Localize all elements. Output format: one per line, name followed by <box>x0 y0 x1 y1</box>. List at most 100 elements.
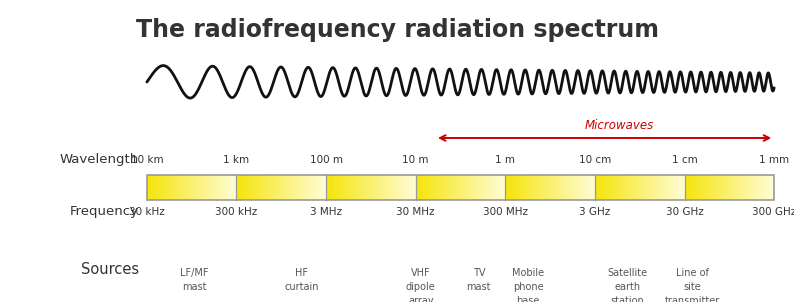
Bar <box>456 175 458 200</box>
Bar <box>689 175 692 200</box>
Bar <box>156 175 158 200</box>
Bar <box>239 175 241 200</box>
Bar <box>480 175 483 200</box>
Bar <box>340 175 342 200</box>
Bar <box>646 175 649 200</box>
Bar <box>693 175 696 200</box>
Bar <box>741 175 743 200</box>
Bar <box>517 175 518 200</box>
Bar <box>671 175 673 200</box>
Bar <box>176 175 179 200</box>
Bar <box>315 175 318 200</box>
Bar <box>264 175 266 200</box>
Bar <box>378 175 380 200</box>
Bar <box>351 175 353 200</box>
Bar <box>626 175 629 200</box>
Bar <box>526 175 528 200</box>
Bar <box>606 175 608 200</box>
Text: 1 cm: 1 cm <box>672 155 697 165</box>
Bar <box>669 175 671 200</box>
Bar <box>364 175 367 200</box>
Bar <box>326 175 329 200</box>
Bar <box>281 175 283 200</box>
Text: Satellite
earth
station: Satellite earth station <box>607 268 647 302</box>
Bar <box>216 175 218 200</box>
Bar <box>730 175 732 200</box>
Bar <box>698 175 700 200</box>
Bar <box>409 175 411 200</box>
Bar <box>499 175 501 200</box>
Bar <box>769 175 772 200</box>
Bar <box>687 175 689 200</box>
Bar <box>297 175 299 200</box>
Bar <box>183 175 185 200</box>
Bar <box>542 175 544 200</box>
Bar <box>268 175 270 200</box>
Bar <box>272 175 275 200</box>
Text: HF
curtain: HF curtain <box>284 268 319 292</box>
Bar <box>237 175 239 200</box>
Bar <box>684 175 687 200</box>
Bar <box>277 175 279 200</box>
Bar <box>147 175 774 200</box>
Bar <box>158 175 160 200</box>
Bar <box>483 175 485 200</box>
Bar <box>404 175 407 200</box>
Bar <box>357 175 360 200</box>
Bar <box>463 175 465 200</box>
Text: 10 m: 10 m <box>403 155 429 165</box>
Text: 100 m: 100 m <box>310 155 342 165</box>
Text: 3 MHz: 3 MHz <box>310 207 342 217</box>
Text: 30 kHz: 30 kHz <box>129 207 165 217</box>
Text: VHF
dipole
array: VHF dipole array <box>406 268 436 302</box>
Bar <box>581 175 584 200</box>
Bar <box>743 175 745 200</box>
Text: Sources: Sources <box>81 262 139 277</box>
Bar <box>747 175 750 200</box>
Bar <box>442 175 445 200</box>
Bar <box>696 175 698 200</box>
Bar <box>308 175 310 200</box>
Bar <box>682 175 684 200</box>
Bar <box>225 175 228 200</box>
Bar <box>528 175 530 200</box>
Bar <box>676 175 678 200</box>
Bar <box>615 175 618 200</box>
Bar <box>436 175 438 200</box>
Bar <box>187 175 190 200</box>
Bar <box>651 175 653 200</box>
Bar <box>640 175 642 200</box>
Bar <box>214 175 217 200</box>
Bar <box>414 175 416 200</box>
Bar <box>172 175 174 200</box>
Bar <box>638 175 640 200</box>
Bar <box>371 175 373 200</box>
Bar <box>152 175 154 200</box>
Bar <box>680 175 682 200</box>
Bar <box>153 175 156 200</box>
Bar <box>245 175 248 200</box>
Bar <box>169 175 172 200</box>
Bar <box>163 175 165 200</box>
Bar <box>705 175 707 200</box>
Bar <box>736 175 738 200</box>
Bar <box>194 175 196 200</box>
Bar <box>403 175 405 200</box>
Bar <box>205 175 207 200</box>
Bar <box>512 175 515 200</box>
Bar <box>234 175 237 200</box>
Bar <box>207 175 210 200</box>
Bar <box>229 175 232 200</box>
Bar <box>548 175 550 200</box>
Bar <box>644 175 646 200</box>
Bar <box>539 175 542 200</box>
Bar <box>416 175 418 200</box>
Bar <box>337 175 340 200</box>
Bar <box>660 175 662 200</box>
Bar <box>420 175 422 200</box>
Bar <box>577 175 580 200</box>
Bar <box>261 175 264 200</box>
Bar <box>191 175 194 200</box>
Bar <box>344 175 346 200</box>
Bar <box>572 175 575 200</box>
